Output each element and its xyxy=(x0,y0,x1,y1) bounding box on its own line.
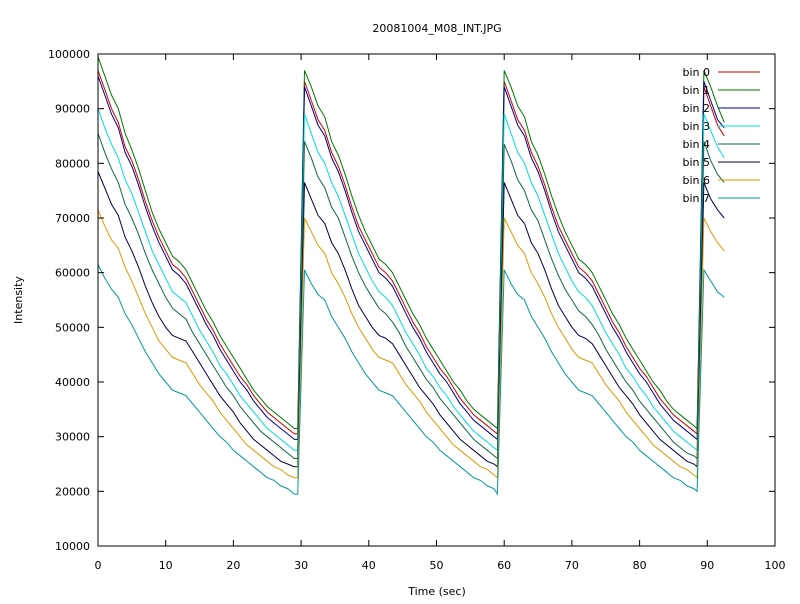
legend: bin 0 bin 1 bin 2 bin 3 bin 4 bin 5 bin 6 bin 7 xyxy=(682,66,760,205)
legend-label-bin-2: bin 2 xyxy=(682,102,710,115)
y-tick-label: 20000 xyxy=(55,485,90,498)
y-tick-label: 70000 xyxy=(55,212,90,225)
legend-label-bin-3: bin 3 xyxy=(682,120,710,133)
x-tick-label: 0 xyxy=(95,559,102,572)
x-tick-label: 60 xyxy=(497,559,511,572)
y-tick-label: 40000 xyxy=(55,376,90,389)
series-layer xyxy=(97,56,725,496)
y-tick-label: 60000 xyxy=(55,267,90,280)
x-tick-label: 80 xyxy=(633,559,647,572)
series-line-bin-2 xyxy=(97,75,725,441)
legend-label-bin-1: bin 1 xyxy=(682,84,710,97)
y-tick-label: 10000 xyxy=(55,540,90,553)
y-tick-label: 100000 xyxy=(48,48,90,61)
y-tick-label: 30000 xyxy=(55,431,90,444)
y-tick-label: 90000 xyxy=(55,103,90,116)
series-line-bin-4 xyxy=(97,133,725,460)
y-tick-label: 80000 xyxy=(55,157,90,170)
legend-label-bin-0: bin 0 xyxy=(682,66,710,79)
x-tick-label: 30 xyxy=(294,559,308,572)
series-line-bin-0 xyxy=(97,70,725,435)
series-line-bin-1 xyxy=(97,56,725,430)
x-tick-label: 90 xyxy=(700,559,714,572)
y-tick-label: 50000 xyxy=(55,321,90,334)
legend-label-bin-4: bin 4 xyxy=(682,138,710,151)
legend-label-bin-6: bin 6 xyxy=(682,174,710,187)
series-line-bin-7 xyxy=(97,264,725,496)
series-line-bin-6 xyxy=(97,209,725,479)
x-tick-label: 10 xyxy=(159,559,173,572)
ticks-layer: 0 10 20 30 40 50 60 70 80 90 100 10000 20000 30000 400… xyxy=(48,48,786,572)
legend-label-bin-7: bin 7 xyxy=(682,192,710,205)
x-tick-label: 20 xyxy=(226,559,240,572)
legend-label-bin-5: bin 5 xyxy=(682,156,710,169)
y-axis-label: Intensity xyxy=(12,276,25,324)
series-line-bin-5 xyxy=(97,171,725,468)
x-axis-label: Time (sec) xyxy=(407,585,466,598)
x-tick-label: 70 xyxy=(565,559,579,572)
chart-title: 20081004_M08_INT.JPG xyxy=(372,22,501,35)
x-tick-label: 40 xyxy=(362,559,376,572)
x-tick-label: 50 xyxy=(430,559,444,572)
x-tick-label: 100 xyxy=(765,559,786,572)
series-line-bin-3 xyxy=(97,108,725,452)
